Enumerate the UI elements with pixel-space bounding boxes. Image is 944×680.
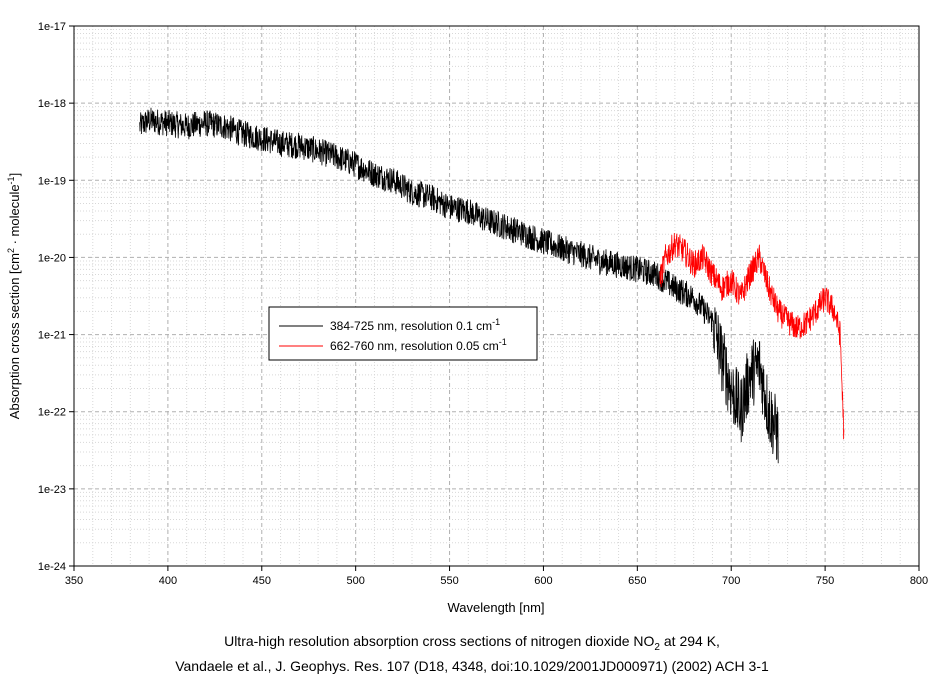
x-tick-label: 500	[346, 575, 364, 587]
series-line-2	[659, 232, 845, 440]
y-tick-label: 1e-22	[38, 407, 66, 419]
y-tick-label: 1e-19	[38, 175, 66, 187]
x-axis-title: Wavelength [nm]	[447, 600, 544, 615]
y-axis-title: Absorption cross section [cm2 · molecule…	[6, 173, 22, 419]
ticks: 350 400 450 500 550 600 650 700 750 800 1e-24 1e-23…	[38, 21, 928, 587]
x-tick-label: 600	[534, 575, 552, 587]
y-tick-label: 1e-21	[38, 330, 66, 342]
x-tick-label: 450	[253, 575, 271, 587]
y-tick-label: 1e-20	[38, 252, 66, 264]
caption-line-1: Ultra-high resolution absorption cross s…	[224, 633, 720, 653]
x-tick-label: 550	[440, 575, 458, 587]
series-layer	[139, 107, 845, 464]
y-tick-label: 1e-23	[38, 484, 66, 496]
series-line-1	[139, 107, 779, 464]
legend: 384-725 nm, resolution 0.1 cm-1 662-760 …	[268, 306, 538, 361]
legend-box	[268, 306, 538, 361]
y-tick-label: 1e-24	[38, 561, 66, 573]
x-tick-label: 700	[722, 575, 740, 587]
legend-label-1: 384-725 nm, resolution 0.1 cm-1	[330, 317, 500, 333]
grid	[74, 26, 919, 566]
caption-line-2: Vandaele et al., J. Geophys. Res. 107 (D…	[175, 658, 769, 674]
chart: 350 400 450 500 550 600 650 700 750 800 1e-24 1e-23…	[6, 21, 928, 615]
y-tick-label: 1e-18	[38, 98, 66, 110]
x-tick-label: 350	[65, 575, 83, 587]
x-tick-label: 400	[159, 575, 177, 587]
x-tick-label: 800	[910, 575, 928, 587]
plot-frame	[73, 25, 920, 567]
x-tick-label: 750	[816, 575, 834, 587]
x-tick-label: 650	[628, 575, 646, 587]
legend-label-2: 662-760 nm, resolution 0.05 cm-1	[330, 337, 507, 353]
y-tick-label: 1e-17	[38, 21, 66, 33]
